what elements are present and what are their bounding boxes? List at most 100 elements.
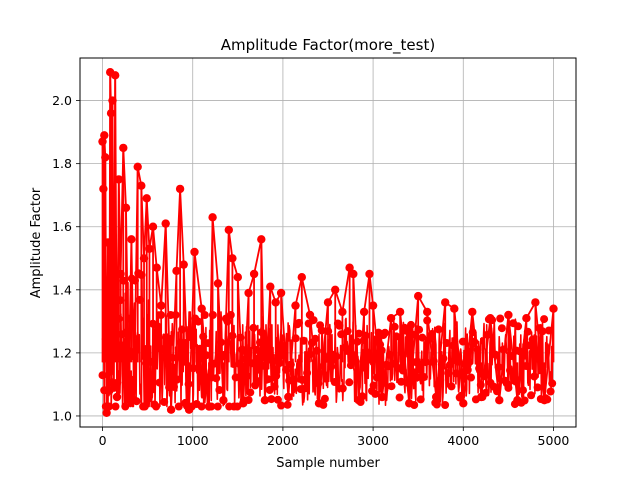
data-point (219, 396, 228, 405)
y-tick-label: 1.4 (52, 282, 72, 297)
data-point (121, 203, 131, 212)
noise-point (231, 373, 240, 382)
y-tick-label: 1.2 (52, 345, 72, 360)
noise-point (153, 322, 162, 331)
noise-point (270, 382, 279, 391)
data-point (148, 222, 158, 231)
data-point (495, 396, 504, 405)
data-point (100, 131, 109, 140)
data-point (549, 304, 558, 313)
x-axis-ticks: 0 1000 2000 3000 4000 5000 (99, 427, 569, 448)
noise-point (246, 388, 255, 397)
x-tick-label: 0 (99, 433, 107, 448)
data-point (228, 254, 237, 263)
data-point (145, 244, 154, 253)
data-point (172, 266, 181, 276)
chart-title: Amplitude Factor(more_test) (221, 36, 435, 55)
data-point (112, 392, 122, 402)
data-point (142, 194, 151, 203)
noise-point (152, 402, 161, 411)
data-point (540, 396, 549, 405)
data-point (459, 399, 468, 408)
data-point (323, 298, 333, 307)
noise-point (369, 381, 378, 390)
data-point (190, 247, 199, 257)
noise-point (160, 398, 169, 406)
data-point (233, 273, 242, 282)
data-point (305, 310, 315, 320)
noise-point (520, 396, 529, 405)
noise-point (418, 333, 427, 342)
y-axis-ticks: 1.0 1.2 1.4 1.6 1.8 2.0 (52, 93, 80, 423)
data-point (137, 181, 146, 190)
noise-point (463, 366, 472, 374)
plot-frame (79, 57, 577, 428)
noise-point (387, 382, 396, 391)
data-point (166, 405, 176, 414)
noise-point (98, 371, 107, 380)
data-point (99, 184, 108, 194)
data-point (161, 219, 170, 228)
noise-point (275, 359, 284, 368)
data-point (111, 71, 120, 80)
noise-point (445, 360, 454, 369)
noise-point (504, 383, 513, 392)
data-point (450, 304, 459, 313)
x-axis-label: Sample number (276, 456, 380, 471)
noise-point (298, 375, 307, 384)
grid-lines (80, 58, 576, 427)
noise-point (215, 386, 224, 394)
noise-point (342, 344, 350, 353)
noise-point (522, 362, 531, 370)
noise-point (506, 366, 514, 375)
data-point (266, 282, 275, 291)
data-point (365, 269, 374, 279)
noise-point (194, 317, 203, 326)
noise-point (499, 345, 508, 354)
data-point (152, 263, 161, 272)
data-point (504, 310, 513, 320)
noise-point (519, 386, 527, 395)
data-point (124, 383, 133, 392)
noise-point (407, 320, 415, 329)
noise-point (416, 395, 425, 404)
noise-point (272, 371, 281, 380)
noise-point (173, 375, 182, 384)
data-point (423, 307, 432, 317)
data-point (204, 402, 214, 411)
noise-point (381, 328, 389, 337)
data-point (513, 396, 522, 405)
series-layer (98, 68, 558, 417)
data-point (249, 269, 259, 279)
noise-point (473, 345, 482, 354)
data-point (359, 307, 369, 317)
data-point (284, 392, 293, 402)
data-point (101, 153, 110, 162)
y-tick-label: 1.6 (52, 219, 72, 234)
noise-point (330, 378, 339, 386)
noise-point (317, 326, 326, 335)
noise-point (174, 402, 183, 411)
x-tick-label: 4000 (447, 433, 479, 448)
y-tick-label: 2.0 (52, 93, 72, 108)
data-point (368, 301, 378, 310)
noise-point (140, 402, 149, 411)
data-point (432, 392, 441, 402)
noise-point (290, 375, 299, 384)
noise-point (312, 346, 321, 355)
noise-point (444, 369, 453, 378)
noise-point (197, 402, 206, 411)
noise-point (390, 322, 399, 331)
noise-point (420, 373, 428, 381)
data-point (129, 396, 139, 405)
noise-point (186, 333, 195, 341)
data-point (395, 307, 405, 317)
noise-point (496, 314, 505, 323)
noise-point (195, 344, 204, 353)
noise-point (254, 377, 263, 386)
noise-point (267, 395, 276, 404)
data-point (345, 263, 354, 272)
data-point (105, 386, 114, 395)
noise-point (320, 394, 329, 403)
data-point (184, 405, 194, 414)
